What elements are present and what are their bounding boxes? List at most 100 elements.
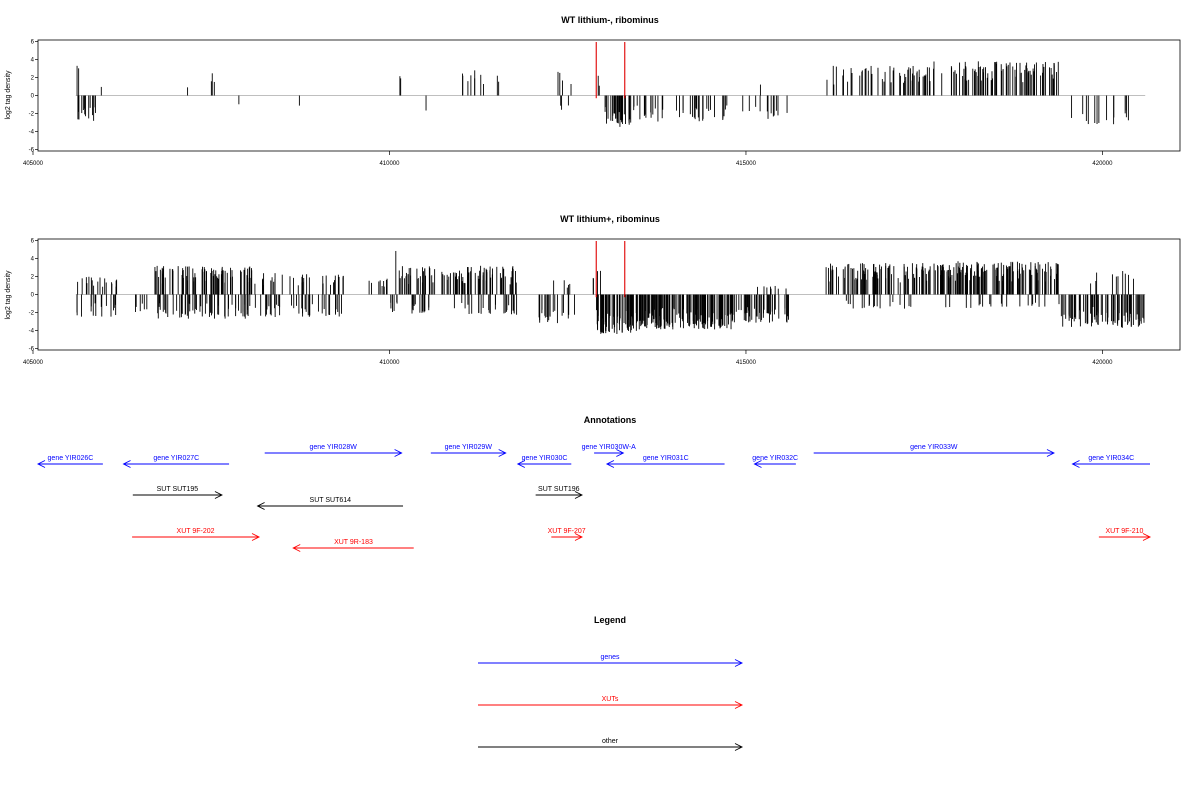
arrow-head xyxy=(1071,460,1080,468)
x-tick-label: 420000 xyxy=(1092,360,1113,366)
feature-other: SUT SUT196 xyxy=(535,486,583,499)
x-tick-label: 410000 xyxy=(379,161,400,167)
y-axis-label: log2 tag density xyxy=(5,270,12,320)
y-ticks: 6 4 2 0 -2 -4 -6 xyxy=(29,239,38,353)
feature-arrows: gene YIR026C gene YIR027C gene YIR028W gene… xyxy=(36,444,1152,552)
y-tick-label: 0 xyxy=(31,94,35,100)
feature-label: genes xyxy=(600,654,620,661)
x-ticks: 405000 410000 415000 420000 xyxy=(23,350,1113,366)
y-tick-label: 4 xyxy=(31,257,35,263)
y-axis-label: log2 tag density xyxy=(5,70,12,120)
feature-xut: XUT 9F-202 xyxy=(132,528,261,541)
y-tick-label: 0 xyxy=(31,293,35,299)
arrow-head xyxy=(214,491,223,499)
arrow-head xyxy=(251,533,261,541)
arrow-head xyxy=(122,460,131,468)
arrow-head xyxy=(734,743,744,751)
feature-xut: XUT 9F-210 xyxy=(1098,528,1152,541)
feature-label: gene YIR026C xyxy=(48,455,94,462)
arrow-head xyxy=(516,460,526,468)
feature-label: XUT 9F-202 xyxy=(177,528,215,535)
arrow-head xyxy=(574,491,583,499)
y-tick-label: 2 xyxy=(31,76,35,82)
feature-gene: gene YIR027C xyxy=(122,455,230,468)
coverage-panel-lithium-minus: WT lithium-, ribominus log2 tag density … xyxy=(5,15,1181,167)
y-tick-label: 6 xyxy=(31,239,35,245)
feature-gene: gene YIR030W-A xyxy=(582,444,637,457)
feature-label: SUT SUT196 xyxy=(538,486,580,493)
coverage-panel-lithium-plus: WT lithium+, ribominus log2 tag density … xyxy=(5,214,1181,366)
arrow-head xyxy=(616,449,625,457)
y-tick-label: -6 xyxy=(29,347,35,353)
x-tick-label: 405000 xyxy=(23,161,44,167)
feature-label: gene YIR030C xyxy=(522,455,568,462)
feature-label: gene YIR033W xyxy=(910,444,958,451)
arrow-head xyxy=(734,701,744,709)
legend-items: genes XUTs other xyxy=(478,654,744,751)
panel-title: WT lithium-, ribominus xyxy=(561,15,659,25)
arrow-head xyxy=(574,533,583,541)
feature-gene: gene YIR030C xyxy=(516,455,572,468)
x-tick-label: 410000 xyxy=(379,360,400,366)
arrow-head xyxy=(734,659,744,667)
feature-gene: gene YIR029W xyxy=(430,444,507,457)
feature-gene: gene YIR034C xyxy=(1071,455,1150,468)
feature-label: XUT 9R-183 xyxy=(334,539,373,546)
feature-label: XUT 9F-210 xyxy=(1105,528,1143,535)
y-tick-label: -2 xyxy=(29,112,35,118)
legend: Legend genes XUTs other xyxy=(478,615,744,751)
y-tick-label: 4 xyxy=(31,58,35,64)
x-tick-label: 415000 xyxy=(736,360,757,366)
feature-other: SUT SUT195 xyxy=(132,486,223,499)
y-ticks: 6 4 2 0 -2 -4 -6 xyxy=(29,40,38,154)
legend-title: Legend xyxy=(594,615,626,625)
feature-gene: gene YIR031C xyxy=(605,455,725,468)
arrow-head xyxy=(256,502,265,510)
coverage-bars xyxy=(75,241,1146,334)
arrow-head xyxy=(605,460,615,468)
coverage-bars xyxy=(75,42,1146,127)
feature-label: gene YIR030W-A xyxy=(582,444,637,451)
arrow-head xyxy=(292,544,301,552)
feature-gene: gene YIR026C xyxy=(36,455,103,468)
feature-label: gene YIR027C xyxy=(153,455,199,462)
arrow-head xyxy=(753,460,762,468)
arrow-head xyxy=(498,449,507,457)
feature-xut: XUT 9F-207 xyxy=(548,528,586,541)
x-tick-label: 415000 xyxy=(736,161,757,167)
feature-label: SUT SUT195 xyxy=(157,486,199,493)
y-tick-label: 2 xyxy=(31,275,35,281)
y-tick-label: -6 xyxy=(29,148,35,154)
feature-label: gene YIR028W xyxy=(309,444,357,451)
feature-label: XUT 9F-207 xyxy=(548,528,586,535)
y-tick-label: -4 xyxy=(29,329,35,335)
y-tick-label: -2 xyxy=(29,311,35,317)
arrow-head xyxy=(394,449,403,457)
feature-label: XUTs xyxy=(602,696,619,703)
x-tick-label: 420000 xyxy=(1092,161,1113,167)
feature-gene: gene YIR032C xyxy=(752,455,798,468)
arrow-head xyxy=(36,460,46,468)
arrow-head xyxy=(1046,449,1055,457)
feature-xut: XUT 9R-183 xyxy=(292,539,414,552)
annotations-track: Annotations gene YIR026C gene YIR027Cgene… xyxy=(36,415,1152,552)
legend-item-other: other xyxy=(478,738,744,751)
y-tick-label: -4 xyxy=(29,130,35,136)
arrow-head xyxy=(1142,533,1152,541)
feature-gene: gene YIR028W xyxy=(264,444,403,457)
feature-label: gene YIR031C xyxy=(643,455,689,462)
panel-title: WT lithium+, ribominus xyxy=(560,214,660,224)
feature-label: other xyxy=(602,738,619,745)
feature-label: gene YIR034C xyxy=(1088,455,1134,462)
legend-item-gene: genes xyxy=(478,654,744,667)
feature-other: SUT SUT614 xyxy=(256,497,404,510)
feature-gene: gene YIR033W xyxy=(813,444,1055,457)
feature-label: SUT SUT614 xyxy=(310,497,352,504)
feature-label: gene YIR032C xyxy=(752,455,798,462)
annotations-title: Annotations xyxy=(584,415,637,425)
x-ticks: 405000 410000 415000 420000 xyxy=(23,151,1113,167)
feature-label: gene YIR029W xyxy=(445,444,493,451)
x-tick-label: 405000 xyxy=(23,360,44,366)
y-tick-label: 6 xyxy=(31,40,35,46)
